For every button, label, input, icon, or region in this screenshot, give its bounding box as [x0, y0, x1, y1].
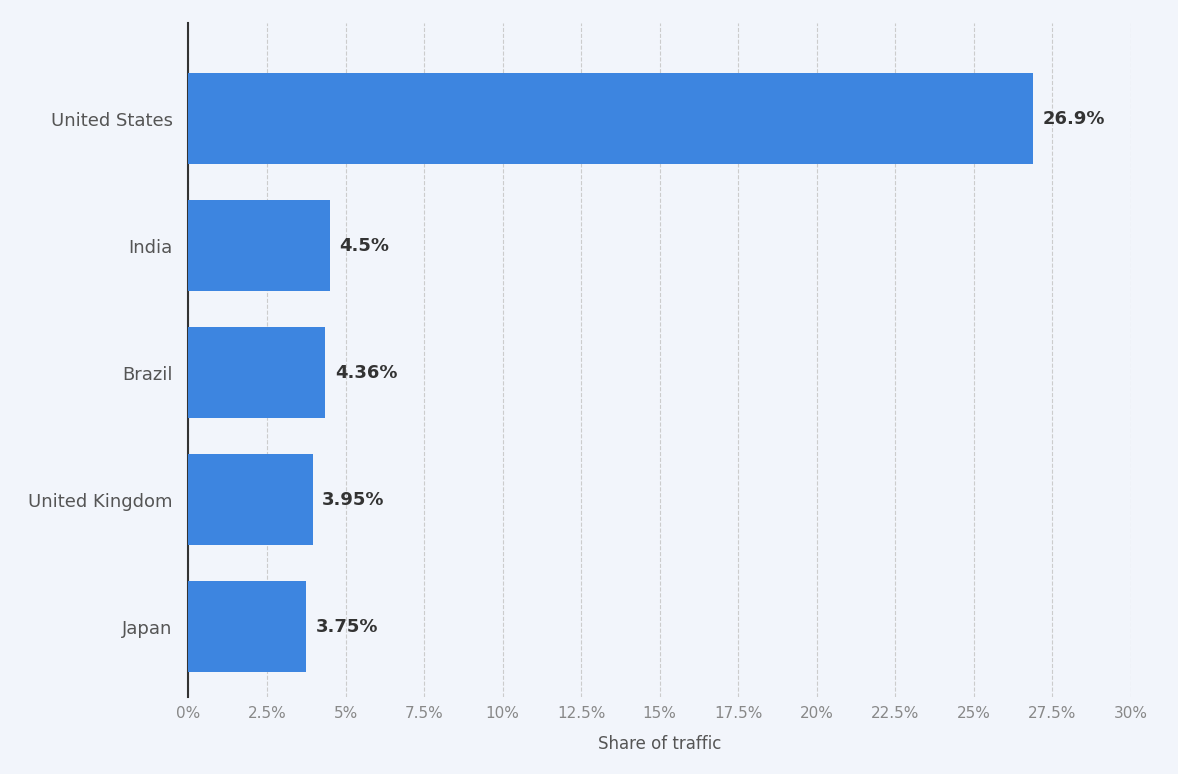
Text: 26.9%: 26.9% [1043, 109, 1105, 128]
Text: 3.95%: 3.95% [322, 491, 384, 509]
Bar [188, 581, 306, 673]
Bar [188, 200, 330, 291]
X-axis label: Share of traffic: Share of traffic [598, 735, 721, 753]
Bar [188, 454, 312, 546]
Bar [188, 327, 325, 419]
Text: 3.75%: 3.75% [316, 618, 378, 635]
Bar [188, 73, 1033, 164]
Text: 4.5%: 4.5% [339, 237, 389, 255]
Text: 4.36%: 4.36% [335, 364, 397, 382]
